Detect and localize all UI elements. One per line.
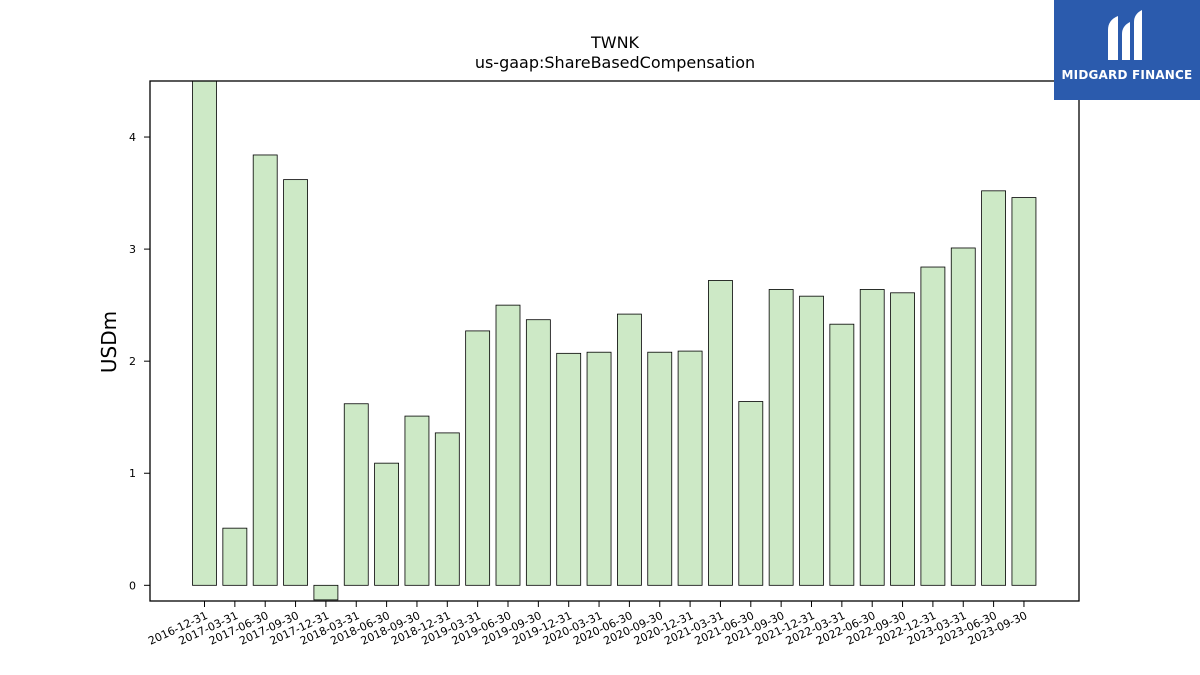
- chart-title: TWNK: [590, 33, 640, 52]
- bar-2019-03-31: [465, 330, 491, 586]
- y-tick-label: 1: [129, 467, 136, 480]
- bar-2023-03-31: [950, 247, 976, 586]
- bar-2021-12-31: [799, 295, 824, 586]
- y-axis-label: USDm: [97, 311, 121, 373]
- midgard-logo-icon: [1108, 10, 1142, 60]
- bars-group: [192, 81, 1037, 601]
- x-axis: 2016-12-312017-03-312017-06-302017-09-30…: [146, 601, 1029, 648]
- bar-2023-09-30: [1011, 197, 1037, 586]
- y-tick-label: 2: [129, 355, 136, 368]
- bar-2016-12-31: [192, 81, 217, 586]
- bar-2021-06-30: [738, 401, 764, 586]
- bar-2018-12-31: [434, 432, 460, 586]
- y-tick-label: 0: [129, 579, 136, 592]
- bar-2022-09-30: [890, 292, 915, 586]
- bar-2022-03-31: [829, 323, 855, 586]
- bar-2021-03-31: [708, 280, 733, 586]
- y-tick-label: 4: [129, 131, 136, 144]
- y-axis: 0 1 2 3 4: [129, 131, 150, 592]
- bar-2017-09-30: [283, 179, 308, 586]
- bar-2022-12-31: [920, 266, 946, 586]
- bar-2017-06-30: [252, 154, 278, 586]
- chart-subtitle: us-gaap:ShareBasedCompensation: [475, 53, 755, 72]
- bar-2018-03-31: [343, 403, 369, 586]
- bar-2018-09-30: [404, 415, 430, 586]
- bar-2020-06-30: [617, 313, 642, 586]
- plot-frame: [149, 80, 1080, 602]
- brand-name: MIDGARD FINANCE: [1061, 68, 1193, 82]
- bar-2020-03-31: [586, 351, 612, 586]
- bar-2019-06-30: [495, 304, 521, 586]
- bar-2017-03-31: [222, 527, 248, 586]
- bar-2020-12-31: [677, 350, 703, 586]
- y-tick-label: 3: [129, 243, 136, 256]
- bar-2017-12-31: [313, 584, 339, 601]
- bar-2022-06-30: [859, 289, 885, 586]
- brand-logo: MIDGARD FINANCE: [1054, 0, 1200, 100]
- bar-2023-06-30: [981, 190, 1006, 586]
- bar-2020-09-30: [647, 351, 673, 586]
- bar-2021-09-30: [768, 289, 794, 586]
- bar-2019-09-30: [525, 319, 551, 586]
- bar-2018-06-30: [374, 462, 400, 586]
- bar-2019-12-31: [556, 352, 582, 586]
